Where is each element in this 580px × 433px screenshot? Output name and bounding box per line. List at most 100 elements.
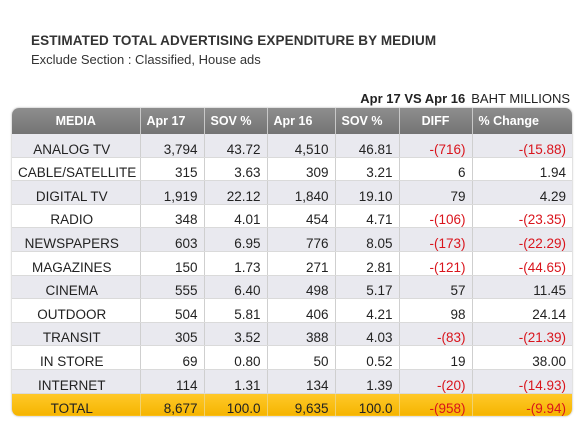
apr17-cell: 555	[140, 275, 205, 300]
apr17-cell: 305	[140, 322, 205, 347]
diff-cell: 57	[399, 275, 473, 300]
pct-change-cell: -(22.29)	[472, 227, 572, 252]
media-cell: INTERNET	[12, 369, 141, 394]
pct-change-cell: 1.94	[472, 157, 572, 182]
apr16-cell: 50	[267, 345, 336, 370]
sov17-cell: 3.63	[204, 157, 268, 182]
apr17-cell: 69	[140, 345, 205, 370]
media-cell: IN STORE	[12, 345, 141, 370]
diff-cell: -(958)	[399, 393, 473, 416]
sov16-cell: 5.17	[335, 275, 400, 300]
pct-change-cell: 24.14	[472, 298, 572, 323]
diff-cell: -(106)	[399, 204, 473, 229]
table-row: CABLE/SATELLITE 315 3.63 309 3.21 6 1.94	[12, 157, 572, 182]
table-row: CINEMA 555 6.40 498 5.17 57 11.45	[12, 275, 572, 300]
media-cell: CABLE/SATELLITE	[12, 157, 141, 182]
apr17-cell: 114	[140, 369, 205, 394]
media-cell: ANALOG TV	[12, 134, 141, 158]
apr17-cell: 315	[140, 157, 205, 182]
table-row: ANALOG TV 3,794 43.72 4,510 46.81 -(716) -(15.…	[12, 134, 572, 158]
sov16-cell: 3.21	[335, 157, 400, 182]
pct-change-cell: 38.00	[472, 345, 572, 370]
header-apr16: Apr 16	[267, 108, 336, 134]
sov17-cell: 6.95	[204, 227, 268, 252]
header-sov17: SOV %	[204, 108, 268, 134]
sov17-cell: 5.81	[204, 298, 268, 323]
apr17-cell: 1,919	[140, 180, 205, 205]
sov17-cell: 1.31	[204, 369, 268, 394]
expenditure-table-container: MEDIA Apr 17 SOV % Apr 16 SOV % DIFF % C…	[12, 108, 572, 416]
apr16-cell: 4,510	[267, 134, 336, 158]
sov17-cell: 0.80	[204, 345, 268, 370]
header-pct-change: % Change	[472, 108, 572, 134]
apr16-cell: 134	[267, 369, 336, 394]
sov17-cell: 43.72	[204, 134, 268, 158]
header-media: MEDIA	[12, 108, 141, 134]
header-diff: DIFF	[399, 108, 473, 134]
apr16-cell: 1,840	[267, 180, 336, 205]
sov17-cell: 4.01	[204, 204, 268, 229]
header-apr17: Apr 17	[140, 108, 205, 134]
report-title: ESTIMATED TOTAL ADVERTISING EXPENDITURE …	[31, 33, 437, 48]
sov17-cell: 6.40	[204, 275, 268, 300]
table-row: OUTDOOR 504 5.81 406 4.21 98 24.14	[12, 298, 572, 323]
pct-change-cell: -(14.93)	[472, 369, 572, 394]
pct-change-cell: -(23.35)	[472, 204, 572, 229]
header-sov16: SOV %	[335, 108, 400, 134]
pct-change-cell: 11.45	[472, 275, 572, 300]
media-cell: RADIO	[12, 204, 141, 229]
apr16-cell: 498	[267, 275, 336, 300]
diff-cell: -(20)	[399, 369, 473, 394]
media-cell: MAGAZINES	[12, 251, 141, 276]
diff-cell: 98	[399, 298, 473, 323]
total-row: TOTAL 8,677 100.0 9,635 100.0 -(958) -(9.94)	[12, 393, 572, 416]
table-row: INTERNET 114 1.31 134 1.39 -(20) -(14.93)	[12, 369, 572, 394]
expenditure-table: MEDIA Apr 17 SOV % Apr 16 SOV % DIFF % C…	[12, 108, 572, 416]
sov16-cell: 4.71	[335, 204, 400, 229]
diff-cell: 6	[399, 157, 473, 182]
pct-change-cell: -(9.94)	[472, 393, 572, 416]
sov16-cell: 4.03	[335, 322, 400, 347]
table-caption: Apr 17 VS Apr 16 BAHT MILLIONS	[360, 91, 570, 106]
apr17-cell: 8,677	[140, 393, 205, 416]
pct-change-cell: -(15.88)	[472, 134, 572, 158]
apr17-cell: 150	[140, 251, 205, 276]
report-subtitle: Exclude Section : Classified, House ads	[31, 52, 261, 67]
sov16-cell: 8.05	[335, 227, 400, 252]
sov16-cell: 0.52	[335, 345, 400, 370]
sov17-cell: 3.52	[204, 322, 268, 347]
sov16-cell: 19.10	[335, 180, 400, 205]
diff-cell: -(83)	[399, 322, 473, 347]
pct-change-cell: -(21.39)	[472, 322, 572, 347]
apr16-cell: 454	[267, 204, 336, 229]
apr16-cell: 271	[267, 251, 336, 276]
apr16-cell: 309	[267, 157, 336, 182]
diff-cell: -(121)	[399, 251, 473, 276]
diff-cell: -(716)	[399, 134, 473, 158]
apr16-cell: 406	[267, 298, 336, 323]
header-row: MEDIA Apr 17 SOV % Apr 16 SOV % DIFF % C…	[12, 108, 572, 134]
diff-cell: 79	[399, 180, 473, 205]
table-row: NEWSPAPERS 603 6.95 776 8.05 -(173) -(22.29)	[12, 227, 572, 252]
sov17-cell: 100.0	[204, 393, 268, 416]
media-cell: TOTAL	[12, 393, 141, 416]
apr17-cell: 504	[140, 298, 205, 323]
sov16-cell: 2.81	[335, 251, 400, 276]
diff-cell: -(173)	[399, 227, 473, 252]
media-cell: DIGITAL TV	[12, 180, 141, 205]
period-label: Apr 17 VS Apr 16	[360, 91, 466, 106]
sov16-cell: 4.21	[335, 298, 400, 323]
sov16-cell: 46.81	[335, 134, 400, 158]
sov16-cell: 1.39	[335, 369, 400, 394]
media-cell: CINEMA	[12, 275, 141, 300]
pct-change-cell: 4.29	[472, 180, 572, 205]
table-row: DIGITAL TV 1,919 22.12 1,840 19.10 79 4.29	[12, 180, 572, 205]
table-row: IN STORE 69 0.80 50 0.52 19 38.00	[12, 345, 572, 370]
apr16-cell: 776	[267, 227, 336, 252]
media-cell: TRANSIT	[12, 322, 141, 347]
sov17-cell: 1.73	[204, 251, 268, 276]
table-row: RADIO 348 4.01 454 4.71 -(106) -(23.35)	[12, 204, 572, 229]
apr16-cell: 388	[267, 322, 336, 347]
apr16-cell: 9,635	[267, 393, 336, 416]
table-row: TRANSIT 305 3.52 388 4.03 -(83) -(21.39)	[12, 322, 572, 347]
